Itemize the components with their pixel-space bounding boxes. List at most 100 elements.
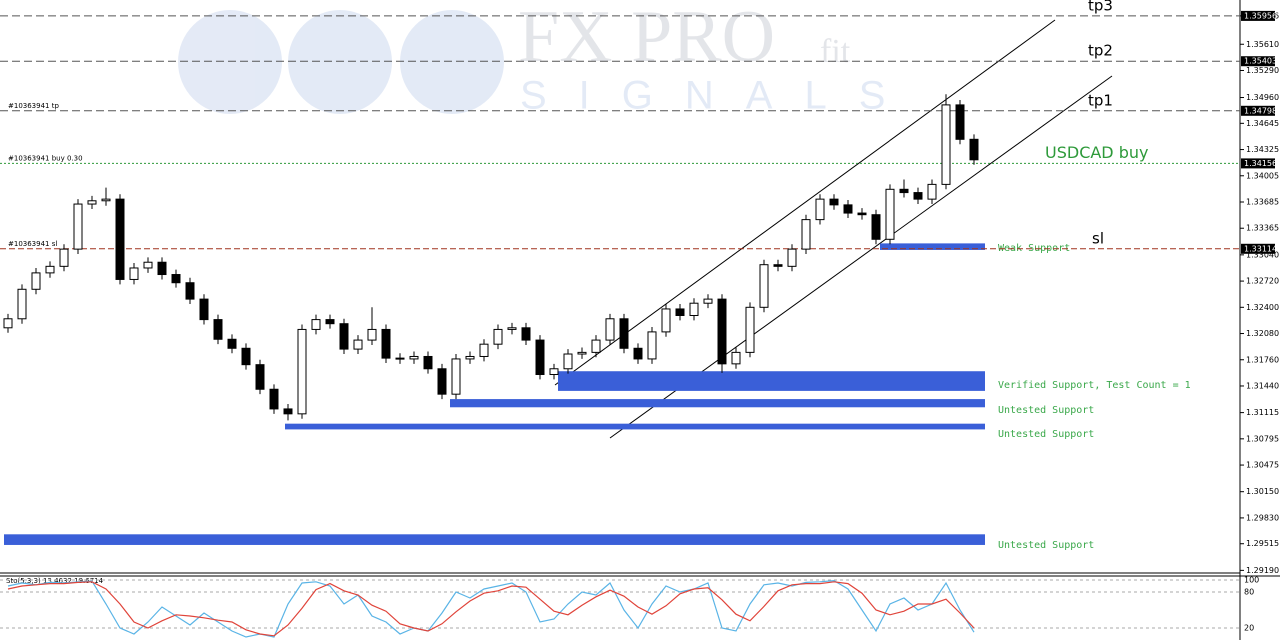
candle-body (381, 328, 391, 359)
candle-body (339, 323, 349, 350)
osc-line (7, 579, 975, 638)
level-name: sl (1092, 229, 1104, 247)
candle-body (269, 388, 279, 410)
candle-body (759, 264, 769, 308)
candle-body (801, 219, 811, 250)
candle-body (577, 351, 587, 355)
y-tick-label: 1.32080 (1246, 329, 1279, 338)
candle-body (857, 212, 867, 216)
candle-body (101, 198, 111, 202)
candle-body (325, 319, 335, 325)
y-tick-label: 1.31440 (1246, 381, 1279, 390)
price-label: 1.34798 (1244, 106, 1277, 115)
candle-body (829, 198, 839, 206)
y-tick-label: 1.35610 (1246, 40, 1279, 49)
zone-label: Weak Support (998, 243, 1070, 254)
candle-body (479, 343, 489, 357)
candle-body (171, 274, 181, 284)
candle-body (703, 298, 713, 304)
candle-body (689, 302, 699, 317)
candle-body (521, 327, 531, 341)
support-zone (285, 423, 985, 430)
y-tick-label: 1.34960 (1246, 93, 1279, 102)
candle-body (241, 347, 251, 366)
y-tick-label: 1.33365 (1246, 224, 1279, 233)
candle-body (717, 298, 727, 365)
watermark: FX PRO fit SIGNALS (178, 0, 885, 118)
zone-label: Untested Support (998, 405, 1094, 416)
candle-body (87, 200, 97, 205)
y-tick-label: 1.34005 (1246, 171, 1279, 180)
y-tick-label: 1.34645 (1246, 119, 1279, 128)
candle-body (745, 306, 755, 353)
candle-body (731, 351, 741, 365)
support-zone (558, 371, 985, 391)
zone-label: Verified Support, Test Count = 1 (998, 380, 1191, 391)
price-label-box (1241, 105, 1275, 116)
price-label-box (1241, 158, 1275, 169)
y-tick-label: 1.29190 (1246, 566, 1279, 575)
candle-body (493, 328, 503, 345)
support-zone (880, 243, 985, 250)
level-name: USDCAD buy (1045, 143, 1148, 162)
candle-body (591, 339, 601, 353)
watermark-dot (400, 10, 504, 114)
candle-body (213, 319, 223, 340)
y-tick-label: 1.29515 (1246, 539, 1279, 548)
price-label: 1.34156 (1244, 159, 1277, 168)
channel-upper (554, 19, 1056, 386)
candle-body (297, 328, 307, 415)
y-tick-label: 1.30795 (1246, 434, 1279, 443)
watermark-sub: fit (820, 33, 851, 70)
candle-body (885, 188, 895, 240)
candle-body (605, 318, 615, 341)
y-tick-label: 1.30150 (1246, 487, 1279, 496)
candle-body (73, 203, 83, 250)
candle-body (941, 104, 951, 185)
candle-body (45, 265, 55, 274)
candle-body (17, 288, 27, 320)
osc-tick-label: 100 (1244, 576, 1259, 585)
y-tick-label: 1.31760 (1246, 355, 1279, 364)
osc-tick-label: 80 (1244, 588, 1254, 597)
oscillator-label: Sto(5,3,3) 13.4632 19.6714 (6, 577, 104, 585)
candle-body (549, 368, 559, 376)
candle-body (115, 198, 125, 280)
candle-body (143, 261, 153, 269)
candle-body (129, 267, 139, 280)
order-label: #10363941 tp (8, 102, 59, 110)
order-label: #10363941 sl (8, 240, 57, 248)
y-tick-label: 1.30475 (1246, 461, 1279, 470)
y-tick-label: 1.33685 (1246, 198, 1279, 207)
candle-body (465, 355, 475, 360)
candle-body (283, 408, 293, 415)
y-tick-label: 1.34325 (1246, 145, 1279, 154)
candle-body (955, 104, 965, 140)
candle-body (395, 357, 405, 360)
candle-body (661, 308, 671, 333)
level-name: tp2 (1088, 42, 1113, 60)
candle-body (353, 339, 363, 350)
candle-body (647, 331, 657, 360)
y-tick-label: 1.35290 (1246, 66, 1279, 75)
y-tick-label: 1.33040 (1246, 250, 1279, 259)
candle-body (787, 248, 797, 267)
candle-body (563, 353, 573, 370)
price-label-box (1241, 243, 1275, 254)
candle-body (199, 298, 209, 321)
osc-tick-label: 20 (1244, 624, 1254, 633)
candle-body (619, 318, 629, 349)
candle-body (409, 355, 419, 360)
watermark-dot (178, 10, 282, 114)
candle-body (451, 358, 461, 395)
support-zone (450, 399, 985, 408)
price-label-box (1241, 56, 1275, 67)
candle-body (185, 282, 195, 300)
candle-body (59, 248, 69, 267)
price-label: 1.33114 (1244, 244, 1277, 253)
candle-body (773, 264, 783, 267)
osc-line (7, 581, 975, 637)
support-zone (4, 534, 985, 545)
level-name: tp1 (1088, 91, 1113, 109)
